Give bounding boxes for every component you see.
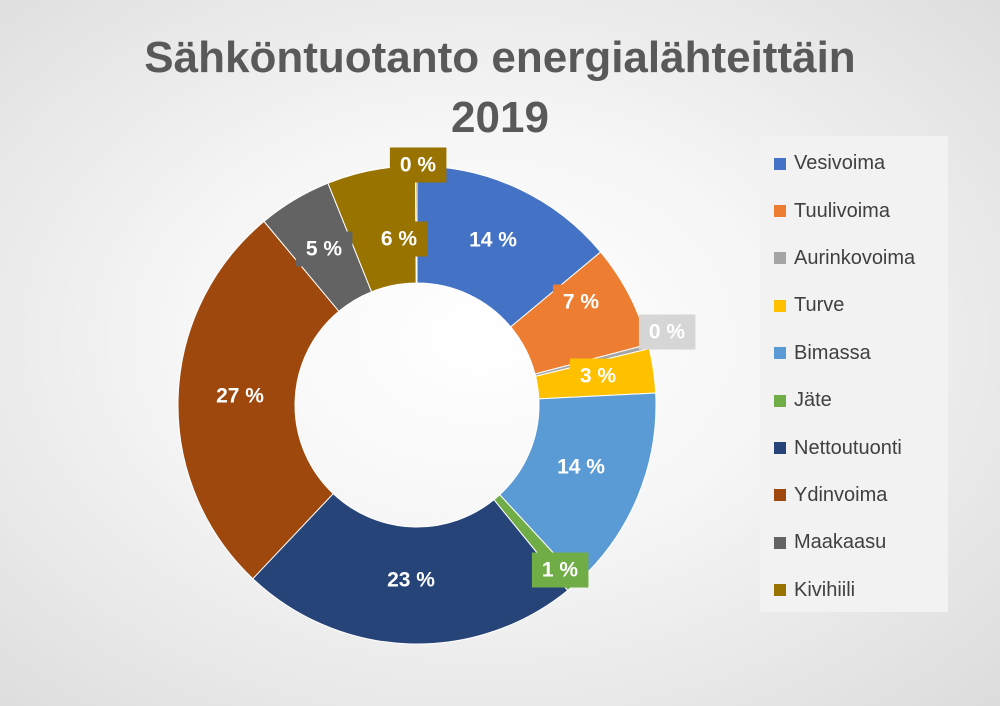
legend-item-nettoutuonti: Nettoutuonti [760,424,948,471]
data-label-box [370,221,428,257]
data-label-box [389,147,447,183]
data-label-vesivoima: 14 % [459,222,528,258]
legend-swatch [774,536,786,549]
legend-swatch [774,489,786,502]
data-label-box [547,449,616,485]
data-label-box [377,562,446,598]
svg-text:3 %: 3 % [580,365,617,388]
data-label-box [459,222,528,258]
data-label-maakaasu: 5 % [295,231,353,267]
legend-swatch [774,584,786,597]
data-label-box [531,552,589,588]
data-label-bimassa: 14 % [547,449,616,485]
legend-item-turve: Turve [760,282,948,329]
chart-title-line-1: Sähköntuotanto energialähteittäin [144,33,856,82]
legend-item-aurinkovoima: Aurinkovoima [760,235,948,282]
legend-label: Maakaasu [794,531,887,554]
legend-label: Jäte [794,389,832,412]
legend-label: Vesivoima [794,152,886,175]
legend: Vesivoima Tuulivoima Aurinkovoima Turve Bima… [760,136,948,612]
data-label-nettoutuonti: 23 % [377,562,446,598]
data-label-box [638,314,696,350]
legend-item-tuulivoima: Tuulivoima [760,187,948,234]
data-label-tuulivoima: 7 % [552,284,610,320]
data-label-box [569,358,627,394]
legend-swatch [774,299,786,312]
legend-item-bimassa: Bimassa [760,330,948,377]
legend-label: Nettoutuonti [794,436,902,459]
svg-text:14 %: 14 % [557,456,605,479]
svg-text:0 %: 0 % [400,154,437,177]
data-label-kivihiili: 6 % [370,221,428,257]
data-label-unnamed-10: 0 % [389,147,447,183]
svg-text:6 %: 6 % [381,228,418,251]
legend-swatch [774,394,786,407]
chart-title-line-2: 2019 [451,93,549,142]
legend-item-kivihiili: Kivihiili [760,567,948,614]
legend-item-maakaasu: Maakaasu [760,519,948,566]
legend-swatch [774,347,786,360]
legend-label: Ydinvoima [794,483,888,506]
svg-text:1 %: 1 % [542,559,579,582]
legend-label: Tuulivoima [794,199,890,222]
legend-item-jate: Jäte [760,377,948,424]
svg-text:23 %: 23 % [387,569,435,592]
data-label-box [206,378,275,414]
svg-text:0 %: 0 % [649,321,686,344]
legend-swatch [774,205,786,218]
legend-swatch [774,252,786,265]
labels-group: 14 % 7 % 0 % 3 % 14 % 1 % 23 % 27 % 5 % 6 % 0 % [206,147,696,598]
svg-text:14 %: 14 % [469,229,517,252]
data-label-turve: 3 % [569,358,627,394]
legend-item-ydinvoima: Ydinvoima [760,472,948,519]
legend-label: Bimassa [794,341,871,364]
svg-text:27 %: 27 % [216,385,264,408]
legend-item-vesivoima: Vesivoima [760,140,948,187]
data-label-ydinvoima: 27 % [206,378,275,414]
legend-label: Aurinkovoima [794,246,916,269]
data-label-box [552,284,610,320]
chart-title: Sähköntuotanto energialähteittäin 2019 [0,28,1000,148]
legend-label: Turve [794,294,845,317]
data-label-aurinkovoima: 0 % [638,314,696,350]
data-label-jate: 1 % [531,552,589,588]
data-label-box [295,231,353,267]
legend-swatch [774,157,786,170]
svg-text:7 %: 7 % [563,291,600,314]
svg-text:5 %: 5 % [306,238,343,261]
legend-label: Kivihiili [794,578,856,601]
legend-swatch [774,442,786,455]
